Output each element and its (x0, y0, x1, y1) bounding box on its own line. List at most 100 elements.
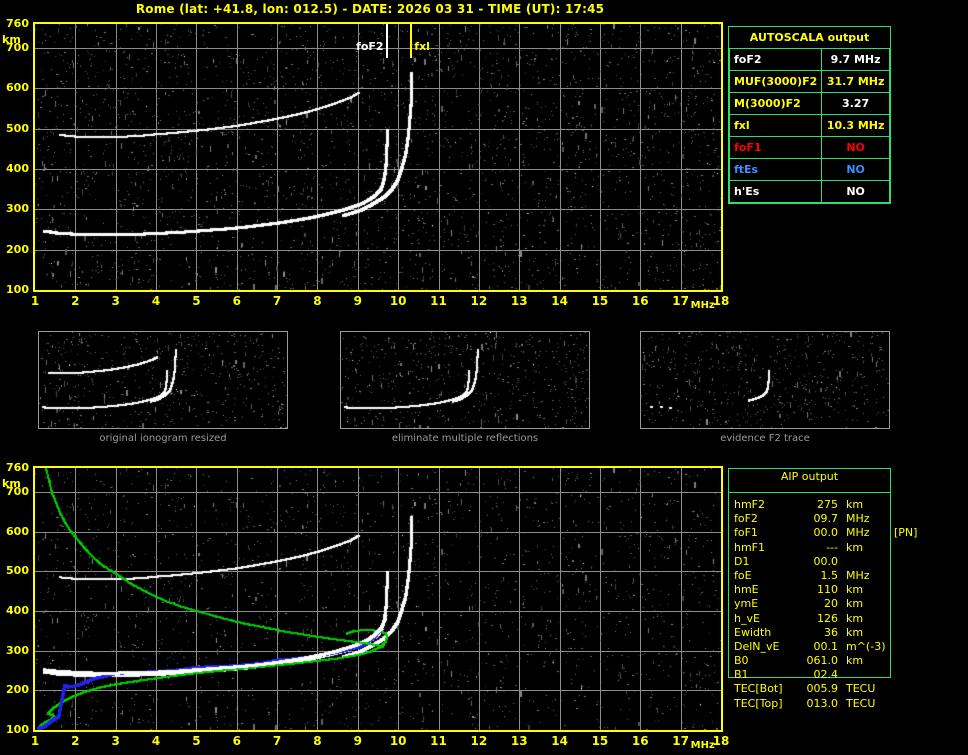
aip-param-value: 02.4 (813, 668, 839, 682)
autoscala-param-value: NO (821, 136, 890, 159)
x-axis-tick-label: 12 (470, 734, 488, 748)
autoscala-param-name: M(3000)F2 (728, 92, 823, 115)
x-axis-tick-label: 3 (111, 734, 120, 748)
x-axis-tick-label: 15 (591, 734, 609, 748)
bottom-ionogram-profile-plot[interactable] (33, 466, 723, 732)
aip-param-unit: km (846, 498, 864, 511)
aip-row: TEC[Bot] 005.9 TECU (734, 682, 964, 696)
aip-param-value: 36 (824, 625, 838, 639)
autoscala-param-value: NO (821, 158, 890, 181)
y-axis-tick-label: 400 (6, 603, 29, 617)
aip-param-value: 126 (817, 611, 838, 625)
autoscala-param-value: 9.7 MHz (821, 48, 890, 71)
aip-param-unit: km (846, 654, 864, 668)
autoscala-row: foF2 9.7 MHz (728, 48, 890, 71)
autoscala-param-value: 31.7 MHz (821, 70, 890, 93)
aip-output-rows: hmF2 275 km foF2 09.7 MHz foF1 00.0 MHz [PN] hmF1 -… (734, 498, 964, 711)
y-axis-tick-label: 500 (6, 121, 29, 135)
aip-param-name: hmF2 (734, 498, 766, 511)
plot-canvas (35, 468, 721, 730)
y-axis-tick-label: 500 (6, 564, 29, 578)
x-axis-tick-label: 10 (389, 734, 407, 748)
x-axis-tick-label: 9 (353, 734, 362, 748)
aip-row: TEC[Top] 013.0 TECU (734, 697, 964, 711)
aip-param-value: 00.1 (813, 639, 839, 653)
aip-param-value: 00.0 (813, 526, 839, 540)
x-axis-tick-label: 11 (430, 294, 447, 308)
thumbnail-caption-1: eliminate multiple reflections (391, 433, 539, 444)
x-axis-unit-label: MHz (690, 300, 715, 311)
aip-param-unit: km (846, 625, 864, 639)
fxl-marker-label: fxl (414, 40, 430, 53)
aip-row: DelN_vE 00.1 m^(-3) (734, 640, 964, 654)
thumbnail-original-ionogram[interactable] (38, 331, 288, 429)
fxl-marker-line (410, 24, 413, 58)
x-axis-tick-label: 7 (272, 734, 282, 748)
aip-param-value: 110 (817, 583, 838, 597)
top-ionogram-plot[interactable] (33, 22, 723, 292)
y-axis-tick-label: 700 (6, 484, 29, 498)
y-axis-unit-label: km (2, 477, 21, 490)
x-axis-tick-label: 8 (313, 294, 322, 308)
y-axis-tick-label: 760 (6, 461, 29, 474)
autoscala-row: ftEs NO (728, 158, 890, 181)
aip-param-value: 061.0 (806, 654, 839, 668)
y-axis-tick-label: 600 (6, 81, 29, 95)
x-axis-tick-label: 4 (151, 734, 161, 748)
x-axis-tick-label: 12 (470, 294, 488, 308)
x-axis-tick-label: 2 (71, 294, 80, 308)
aip-row: B0 061.0 km (734, 654, 964, 668)
y-axis-tick-label: 300 (6, 643, 29, 657)
x-axis-tick-label: 18 (712, 294, 730, 308)
autoscala-param-value: 3.27 (821, 92, 890, 115)
autoscala-param-value: NO (821, 180, 890, 203)
thumbnail-evidence-f2-trace[interactable] (640, 331, 890, 429)
aip-param-value: 005.9 (806, 682, 839, 696)
x-axis-tick-label: 9 (353, 294, 362, 308)
aip-param-name: B0 (734, 654, 749, 668)
x-axis-tick-label: 5 (192, 294, 201, 308)
aip-param-unit: TECU (846, 696, 876, 710)
y-axis-tick-label: 300 (6, 202, 29, 216)
aip-param-value: 00.0 (813, 554, 839, 568)
x-axis-tick-label: 16 (631, 294, 649, 308)
aip-row: D1 00.0 (734, 555, 964, 569)
thumbnail-caption-2: evidence F2 trace (720, 433, 810, 444)
autoscala-output-panel: AUTOSCALA output foF2 9.7 MHz MUF(3000)F2 31… (728, 26, 891, 204)
x-axis-tick-label: 2 (71, 734, 80, 748)
x-axis-tick-label: 15 (591, 294, 609, 308)
aip-param-name: foE (734, 568, 752, 582)
thumbnail-eliminate-multiple-reflections[interactable] (340, 331, 590, 429)
y-axis-tick-label: 700 (6, 41, 29, 55)
autoscala-row: foF1 NO (728, 136, 890, 159)
aip-row: B1 02.4 (734, 668, 964, 682)
aip-param-name: h_vE (734, 611, 760, 625)
autoscala-param-value: 10.3 MHz (821, 114, 890, 137)
aip-param-name: foF2 (734, 512, 758, 526)
aip-row: hmF1 --- km (734, 541, 964, 555)
aip-row: hmE 110 km (734, 583, 964, 597)
y-axis-tick-label: 760 (6, 17, 29, 30)
aip-param-name: ymE (734, 597, 759, 611)
x-axis-tick-label: 1 (30, 294, 40, 308)
x-axis-tick-label: 7 (272, 294, 282, 308)
aip-param-name: Ewidth (734, 625, 772, 639)
y-axis-tick-label: 200 (6, 683, 29, 697)
fof2-marker-line (386, 24, 389, 58)
aip-param-name: B1 (734, 668, 749, 682)
autoscala-param-name: ftEs (728, 158, 823, 181)
y-axis-tick-label: 200 (6, 242, 29, 256)
x-axis-tick-label: 13 (510, 294, 528, 308)
x-axis-tick-label: 8 (313, 734, 322, 748)
x-axis-unit-label: MHz (690, 740, 715, 751)
aip-param-unit: MHz (846, 526, 870, 540)
x-axis-tick-label: 14 (551, 734, 568, 748)
y-axis-tick-label: 100 (6, 723, 29, 736)
y-axis-tick-label: 600 (6, 524, 29, 538)
y-axis-tick-label: 100 (6, 283, 29, 296)
aip-param-unit: MHz (846, 512, 870, 526)
aip-param-name: TEC[Top] (734, 696, 783, 710)
autoscala-param-name: MUF(3000)F2 (728, 70, 823, 93)
autoscala-row: M(3000)F2 3.27 (728, 92, 890, 115)
autoscala-row: h'Es NO (728, 180, 890, 203)
